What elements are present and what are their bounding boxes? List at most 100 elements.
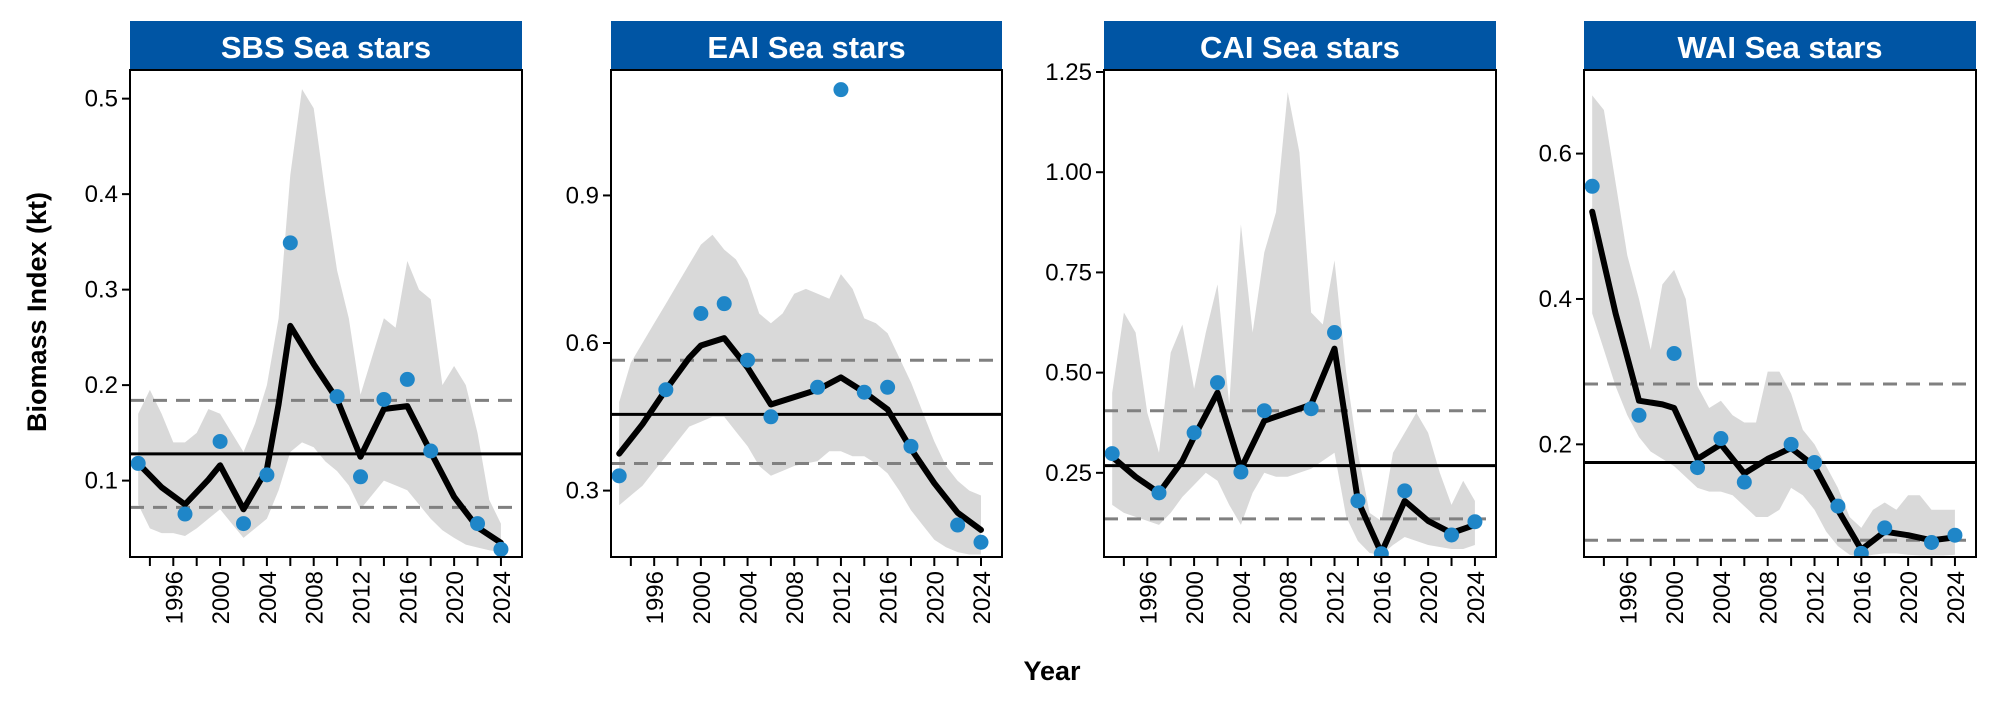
data-point: [493, 541, 509, 557]
x-tick-label: 2004: [1229, 571, 1256, 624]
data-point: [177, 506, 193, 522]
y-tick-label: 0.75: [1045, 259, 1092, 286]
y-tick-label: 1.25: [1045, 59, 1092, 86]
chart-panel: WAI Sea stars 0.2 0.4 0.6 1996 2000 2004 2008 20…: [1539, 21, 1977, 624]
data-point: [973, 534, 989, 550]
x-tick-label: 2016: [876, 571, 903, 624]
x-tick-label: 2016: [1849, 571, 1876, 624]
x-tick-label: 2008: [302, 571, 329, 624]
x-tick-label: 2004: [1709, 571, 1736, 624]
y-tick-label: 0.5: [85, 86, 118, 113]
plot-area: [611, 82, 1002, 555]
x-tick-label: 2000: [1182, 571, 1209, 624]
panel-strip: [1584, 21, 1976, 70]
confidence-ribbon: [138, 89, 501, 553]
data-point: [1666, 345, 1682, 361]
x-tick-label: 2000: [208, 571, 235, 624]
data-point: [1186, 425, 1202, 441]
panel-title: SBS Sea stars: [221, 30, 431, 65]
x-tick-label: 2004: [736, 571, 763, 624]
panel-title: EAI Sea stars: [707, 30, 905, 65]
x-tick-label: 2016: [1369, 571, 1396, 624]
data-point: [880, 379, 896, 395]
panel-border: [1583, 69, 1977, 558]
data-point: [1631, 407, 1647, 423]
data-point: [1877, 520, 1893, 536]
x-tick-label: 1996: [161, 571, 188, 624]
x-tick-label: 2020: [922, 571, 949, 624]
panel-strip: [1104, 21, 1496, 70]
plot-area: [1104, 92, 1496, 557]
data-point: [1947, 527, 1963, 543]
data-point: [1210, 375, 1226, 391]
chart-panel: EAI Sea stars 0.3 0.6 0.9 1996 2000 2004 2008 20…: [566, 21, 1003, 624]
data-point: [1303, 401, 1319, 417]
data-point: [1690, 460, 1706, 476]
data-point: [423, 443, 439, 459]
data-point: [1373, 546, 1389, 557]
data-point: [658, 382, 674, 398]
x-tick-label: 2024: [489, 571, 516, 624]
data-point: [693, 306, 709, 321]
data-point: [399, 371, 415, 387]
y-tick-label: 0.4: [85, 181, 118, 208]
x-tick-label: 1996: [1135, 571, 1162, 624]
data-point: [611, 468, 627, 484]
y-tick-label: 0.2: [85, 372, 118, 399]
data-point: [1233, 464, 1249, 480]
x-tick-label: 2024: [969, 571, 996, 624]
panels: SBS Sea stars 0.1 0.2 0.3 0.4 0.5 1996 2000 2004…: [85, 21, 1977, 624]
data-point: [1924, 534, 1940, 550]
x-tick-label: 1996: [642, 571, 669, 624]
y-tick-label: 0.6: [566, 330, 599, 357]
x-tick-label: 2000: [689, 571, 716, 624]
data-point: [212, 433, 228, 449]
data-point: [716, 296, 732, 312]
y-tick-label: 0.50: [1045, 360, 1092, 387]
x-tick-label: 2016: [395, 571, 422, 624]
x-tick-label: 2004: [255, 571, 282, 624]
data-point: [1327, 325, 1343, 341]
x-tick-label: 2020: [1896, 571, 1923, 624]
x-tick-label: 2024: [1943, 571, 1970, 624]
y-tick-label: 0.2: [1539, 431, 1572, 458]
data-point: [740, 352, 756, 368]
data-point: [259, 467, 275, 483]
data-point: [763, 409, 779, 425]
x-tick-label: 2024: [1463, 571, 1490, 624]
x-tick-label: 1996: [1615, 571, 1642, 624]
trend-line: [1109, 345, 1478, 556]
data-point: [1736, 474, 1752, 490]
data-point: [833, 82, 849, 98]
chart-panel: SBS Sea stars 0.1 0.2 0.3 0.4 0.5 1996 2000 2004…: [85, 21, 523, 624]
data-point: [1783, 436, 1799, 452]
x-tick-label: 2008: [782, 571, 809, 624]
panel-border: [129, 69, 523, 558]
data-point: [856, 384, 872, 400]
data-point: [903, 438, 919, 454]
data-point: [329, 389, 345, 405]
panel-title: WAI Sea stars: [1677, 30, 1882, 65]
x-tick-label: 2012: [829, 571, 856, 624]
data-point: [376, 391, 392, 407]
y-axis-title: Biomass Index (kt): [22, 192, 52, 432]
data-point: [1444, 527, 1460, 543]
y-tick-label: 0.1: [85, 468, 118, 495]
data-point: [1830, 498, 1846, 514]
data-point: [810, 379, 826, 395]
trend-line: [1589, 208, 1958, 553]
data-point: [1256, 403, 1272, 419]
plot-area: [130, 89, 522, 557]
panel-strip: [611, 21, 1002, 70]
y-tick-label: 1.00: [1045, 159, 1092, 186]
plot-area: [1584, 95, 1976, 557]
x-tick-label: 2020: [1416, 571, 1443, 624]
x-tick-label: 2012: [1803, 571, 1830, 624]
panel-border: [1103, 69, 1497, 558]
y-tick-label: 0.9: [566, 182, 599, 209]
data-point: [1713, 431, 1729, 447]
panel-border: [610, 69, 1003, 558]
confidence-ribbon: [1112, 92, 1475, 555]
data-point: [353, 469, 369, 485]
